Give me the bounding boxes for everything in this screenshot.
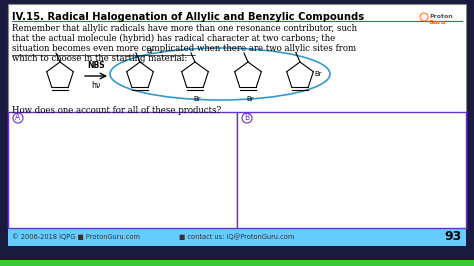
Text: Br: Br	[314, 71, 322, 77]
Bar	[0, 260, 474, 266]
Text: that the actual molecule (hybrid) has radical character at two carbons; the: that the actual molecule (hybrid) has ra…	[12, 34, 335, 43]
Bar	[237, 112, 466, 228]
Bar	[8, 112, 237, 228]
Text: 93: 93	[445, 231, 462, 243]
Text: © 2006-2018 IQPG ■ ProtonGuru.com: © 2006-2018 IQPG ■ ProtonGuru.com	[12, 234, 140, 240]
Bar	[0, 246, 474, 260]
Text: situation becomes even more complicated when there are two allylic sites from: situation becomes even more complicated …	[12, 44, 356, 53]
Text: Guru: Guru	[429, 20, 446, 25]
Text: IV.15. Radical Halogenation of Allylic and Benzylic Compounds: IV.15. Radical Halogenation of Allylic a…	[12, 12, 364, 22]
Text: NBS: NBS	[87, 61, 105, 70]
Text: which to choose in the starting material:: which to choose in the starting material…	[12, 54, 187, 63]
Text: Br: Br	[146, 48, 154, 54]
Bar	[8, 4, 466, 228]
Bar	[8, 228, 466, 246]
Text: Br: Br	[246, 96, 254, 102]
Text: hν: hν	[91, 81, 100, 90]
Text: Proton: Proton	[429, 14, 453, 19]
Text: A: A	[15, 114, 21, 123]
Text: How does one account for all of these products?: How does one account for all of these pr…	[12, 106, 221, 115]
Text: ■ contact us: IQ@ProtonGuru.com: ■ contact us: IQ@ProtonGuru.com	[179, 234, 295, 240]
Text: Remember that allylic radicals have more than one resonance contributor, such: Remember that allylic radicals have more…	[12, 24, 357, 33]
Text: Br: Br	[193, 96, 201, 102]
Text: B: B	[245, 114, 250, 123]
